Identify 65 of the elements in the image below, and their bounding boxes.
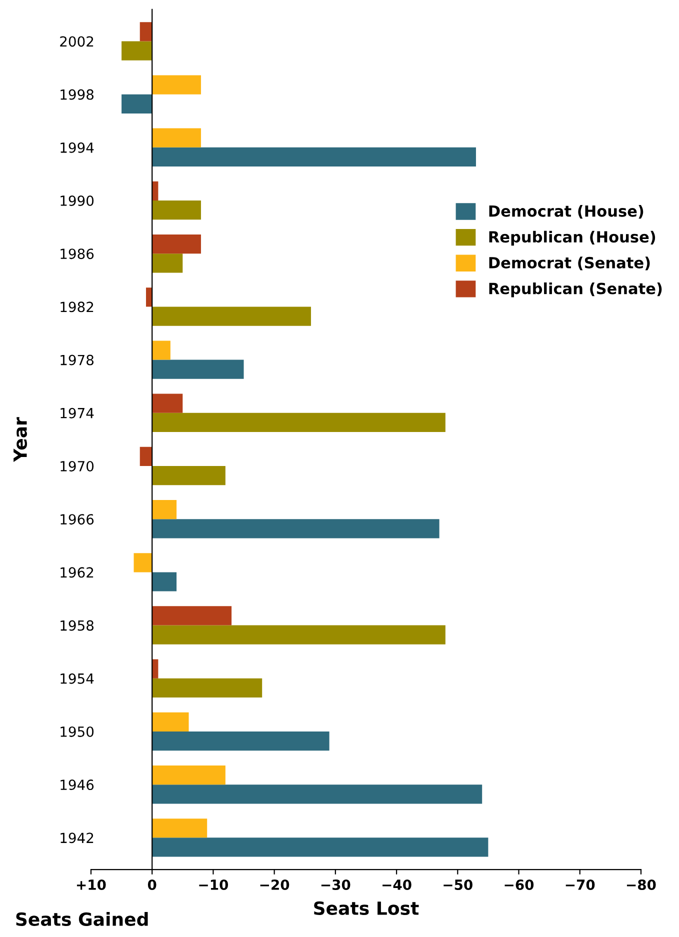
bar	[152, 818, 208, 838]
bar	[152, 306, 311, 326]
bar	[152, 181, 158, 201]
bar	[152, 360, 244, 379]
y-tick-label: 1986	[60, 248, 94, 260]
x-tick-label: −60	[504, 880, 534, 890]
bar	[152, 147, 476, 167]
x-tick-label: −80	[626, 880, 656, 890]
bar	[152, 254, 183, 273]
bar	[152, 519, 440, 538]
bar	[152, 765, 226, 785]
bar	[146, 288, 152, 307]
bar	[152, 500, 177, 520]
bar	[152, 200, 201, 220]
bar	[152, 606, 232, 626]
bar	[152, 659, 158, 678]
y-tick-label: 2002	[60, 36, 94, 47]
bar	[140, 446, 152, 466]
x-tick-label: 0	[148, 880, 156, 890]
bar	[152, 784, 482, 804]
y-tick-label: 1958	[60, 620, 94, 631]
y-tick-label: 1942	[60, 832, 94, 844]
y-tick-label: 1954	[60, 673, 94, 684]
y-tick-label: 1998	[60, 89, 94, 100]
bar	[152, 731, 330, 751]
bar	[152, 394, 183, 413]
bar	[152, 625, 446, 644]
x-axis-title: Seats Lost	[314, 901, 419, 916]
y-tick-label: 1982	[60, 302, 94, 312]
bar	[152, 340, 170, 360]
bar	[152, 412, 446, 432]
x-tick-label: −10	[199, 880, 228, 890]
y-axis-title: Year	[14, 417, 27, 462]
bar	[152, 128, 201, 148]
bar	[134, 553, 152, 572]
y-tick-label: 1962	[60, 567, 94, 578]
y-tick-label: 1978	[60, 354, 94, 366]
bar	[122, 41, 152, 60]
bar	[152, 572, 177, 592]
y-tick-label: 1974	[60, 408, 94, 418]
legend-label: Democrat (Senate)	[489, 256, 650, 270]
bar	[152, 75, 201, 94]
x-tick-label: −30	[321, 880, 350, 890]
legend-label: Republican (Senate)	[489, 282, 662, 298]
bar	[140, 22, 152, 42]
bar	[152, 712, 189, 732]
bar	[152, 838, 488, 857]
bar	[122, 94, 152, 114]
bar	[152, 466, 226, 486]
bar	[152, 678, 262, 698]
y-tick-label: 1950	[60, 726, 94, 737]
text: Seats Gained	[16, 912, 148, 926]
y-tick-label: 1946	[60, 780, 94, 790]
legend-label: Republican (House)	[489, 230, 656, 246]
x-tick-label: −20	[260, 880, 290, 890]
y-tick-label: 1966	[60, 514, 94, 525]
y-tick-label: 1994	[60, 142, 94, 153]
legend-label: Democrat (House)	[489, 205, 644, 219]
x-tick-label: +10	[76, 880, 106, 890]
x-tick-label: −50	[444, 880, 472, 890]
y-tick-label: 1970	[60, 460, 94, 472]
y-tick-label: 1990	[60, 195, 94, 206]
bar	[152, 234, 201, 254]
x-tick-label: −40	[382, 880, 412, 890]
x-tick-label: −70	[566, 880, 595, 890]
